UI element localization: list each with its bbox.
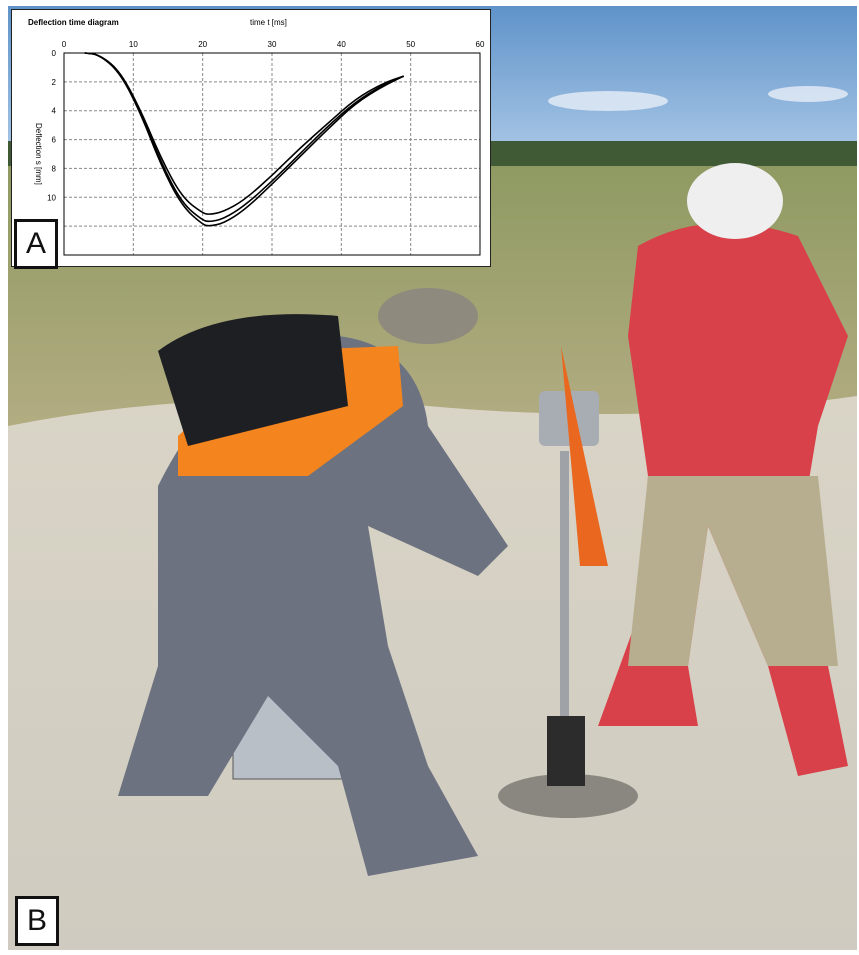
x-tick-label: 40 <box>337 40 346 49</box>
x-tick-label: 30 <box>268 40 277 49</box>
y-tick-label: 10 <box>47 193 56 202</box>
panel-label-a: A <box>14 219 58 269</box>
y-tick-label: 6 <box>52 136 57 145</box>
deflection-curve-1 <box>84 52 405 223</box>
panel-label-b: B <box>15 896 59 946</box>
x-tick-label: 50 <box>406 40 415 49</box>
x-tick-label: 10 <box>129 40 138 49</box>
deflection-curve-2 <box>84 52 404 215</box>
plot-area-frame <box>63 52 481 256</box>
y-tick-label: 0 <box>52 49 57 58</box>
y-axis-label: Deflection s [mm] <box>34 123 43 185</box>
x-tick-label: 20 <box>198 40 207 49</box>
guide-rod <box>560 451 569 721</box>
x-tick-label: 60 <box>476 40 485 49</box>
deflection-curves <box>84 52 405 227</box>
backpack <box>158 314 348 446</box>
x-tick-label: 0 <box>62 40 67 49</box>
chart-title: Deflection time diagram <box>28 18 119 27</box>
sun-hat <box>687 163 783 239</box>
field-photo <box>8 6 857 950</box>
survey-flag <box>561 346 608 566</box>
cap <box>378 288 478 344</box>
y-tick-label: 8 <box>52 164 57 173</box>
deflection-curve-3 <box>84 52 405 227</box>
trousers <box>628 476 838 666</box>
sensor-housing <box>547 716 585 786</box>
y-tick-label: 2 <box>52 78 57 87</box>
y-tick-label: 4 <box>52 107 57 116</box>
load-plate <box>498 774 638 818</box>
x-axis-label: time t [ms] <box>250 18 287 27</box>
x-tick-labels: 0 10 20 30 40 50 60 <box>62 40 485 49</box>
